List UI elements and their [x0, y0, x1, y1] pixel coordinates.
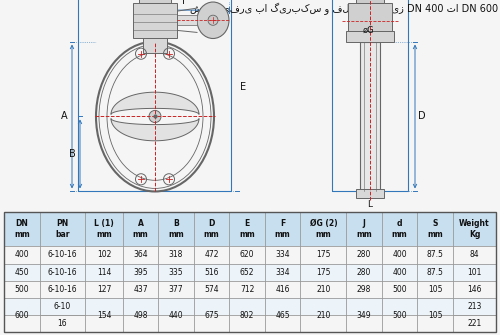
Bar	[78, 0, 231, 192]
Bar	[332, 0, 408, 192]
Text: 500: 500	[14, 285, 29, 294]
Text: DN
mm: DN mm	[14, 219, 30, 239]
Text: 280: 280	[357, 268, 372, 277]
Text: 400: 400	[14, 251, 29, 260]
Text: 213: 213	[468, 302, 481, 311]
Text: 377: 377	[168, 285, 184, 294]
Text: 6-10-16: 6-10-16	[48, 251, 78, 260]
Bar	[4, 264, 496, 281]
Ellipse shape	[197, 2, 229, 39]
Text: 500: 500	[392, 311, 407, 320]
Bar	[133, 3, 177, 39]
Bar	[139, 0, 171, 3]
Text: 87.5: 87.5	[427, 268, 444, 277]
Text: F
mm: F mm	[275, 219, 290, 239]
Text: 334: 334	[276, 268, 290, 277]
Text: 6-10-16: 6-10-16	[48, 268, 78, 277]
Text: 364: 364	[133, 251, 148, 260]
Text: 87.5: 87.5	[427, 251, 444, 260]
Text: 84: 84	[470, 251, 480, 260]
Bar	[348, 3, 392, 31]
Text: 127: 127	[97, 285, 112, 294]
Text: 472: 472	[204, 251, 219, 260]
Text: 334: 334	[276, 251, 290, 260]
Circle shape	[149, 111, 161, 123]
Text: 620: 620	[240, 251, 254, 260]
Bar	[4, 298, 496, 315]
Text: 652: 652	[240, 268, 254, 277]
Bar	[4, 212, 496, 246]
Text: 298: 298	[357, 285, 372, 294]
Text: 210: 210	[316, 311, 330, 320]
Text: 516: 516	[204, 268, 219, 277]
Text: D
mm: D mm	[204, 219, 220, 239]
Text: E: E	[240, 82, 246, 92]
Text: 437: 437	[133, 285, 148, 294]
Text: 102: 102	[97, 251, 112, 260]
Text: 105: 105	[428, 285, 442, 294]
Text: A
mm: A mm	[132, 219, 148, 239]
Text: S
mm: S mm	[428, 219, 443, 239]
Text: 175: 175	[316, 251, 330, 260]
Text: 498: 498	[133, 311, 148, 320]
Text: 574: 574	[204, 285, 219, 294]
Text: d
mm: d mm	[392, 219, 407, 239]
Text: 675: 675	[204, 311, 219, 320]
Text: B: B	[69, 149, 76, 159]
Text: 114: 114	[97, 268, 112, 277]
Text: 500: 500	[392, 285, 407, 294]
Text: 349: 349	[357, 311, 372, 320]
Text: 16: 16	[58, 319, 68, 328]
Text: 221: 221	[468, 319, 481, 328]
Text: 450: 450	[14, 268, 29, 277]
Text: øG: øG	[362, 25, 374, 34]
Text: 318: 318	[169, 251, 183, 260]
Polygon shape	[111, 92, 199, 115]
Text: 400: 400	[392, 251, 407, 260]
Text: ØG (2)
mm: ØG (2) mm	[310, 219, 337, 239]
Text: 600: 600	[14, 311, 29, 320]
Text: E
mm: E mm	[240, 219, 255, 239]
Text: 400: 400	[392, 268, 407, 277]
Text: 175: 175	[316, 268, 330, 277]
Text: D: D	[418, 112, 426, 122]
Text: شیر ویفری با گیربکس و فلکه از سایز DN 400 تا DN 600: شیر ویفری با گیربکس و فلکه از سایز DN 40…	[190, 3, 498, 15]
Bar	[360, 42, 380, 192]
Text: J
mm: J mm	[356, 219, 372, 239]
Bar	[356, 189, 384, 198]
Bar	[177, 15, 197, 25]
Text: 395: 395	[133, 268, 148, 277]
Text: 712: 712	[240, 285, 254, 294]
Text: PN
bar: PN bar	[55, 219, 70, 239]
Text: 101: 101	[468, 268, 481, 277]
Text: L (1)
mm: L (1) mm	[94, 219, 114, 239]
Text: 280: 280	[357, 251, 372, 260]
Circle shape	[208, 15, 218, 25]
Text: A: A	[62, 112, 68, 122]
Text: B
mm: B mm	[168, 219, 184, 239]
Bar	[346, 31, 394, 42]
Text: Weight
Kg: Weight Kg	[459, 219, 490, 239]
Text: 6-10: 6-10	[54, 302, 71, 311]
Text: 154: 154	[97, 311, 112, 320]
Text: 210: 210	[316, 285, 330, 294]
Text: 6-10-16: 6-10-16	[48, 285, 78, 294]
Text: 465: 465	[276, 311, 290, 320]
Bar	[356, 0, 384, 3]
Text: 146: 146	[467, 285, 481, 294]
Text: 416: 416	[276, 285, 290, 294]
Bar	[143, 39, 167, 53]
Text: 105: 105	[428, 311, 442, 320]
Text: 335: 335	[168, 268, 184, 277]
Text: L: L	[368, 200, 372, 209]
Text: 440: 440	[168, 311, 184, 320]
Polygon shape	[111, 119, 199, 141]
Text: 802: 802	[240, 311, 254, 320]
Text: F: F	[182, 0, 188, 6]
